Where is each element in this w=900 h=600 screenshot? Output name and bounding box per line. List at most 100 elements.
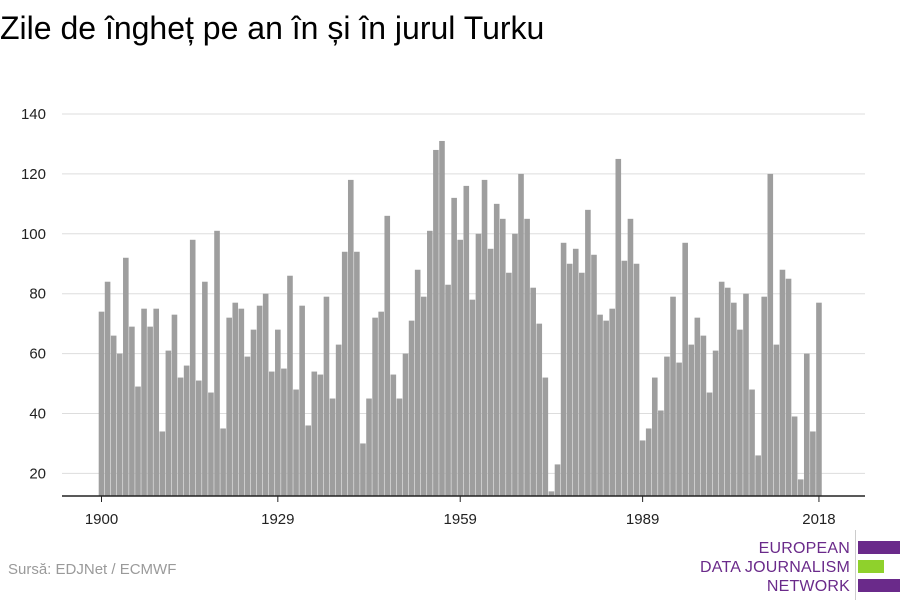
bar-2003 [724, 287, 731, 496]
bar-1945 [372, 317, 378, 496]
x-axis [62, 495, 865, 502]
bar-1915 [189, 239, 196, 497]
bar-1977 [566, 263, 573, 496]
logo-bar-3 [858, 579, 900, 592]
bar-1952 [414, 269, 421, 496]
x-tick-label: 1959 [444, 511, 477, 528]
bar-1908 [147, 326, 153, 496]
bar-1916 [195, 380, 202, 496]
x-axis-labels: 1900 1929 1959 1989 2018 [85, 511, 836, 528]
bar-1982 [597, 314, 603, 496]
bar-2004 [731, 302, 737, 496]
bar-2012 [779, 269, 786, 496]
bars [98, 140, 822, 497]
chart-title: Zile de îngheț pe an în și în jurul Turk… [0, 10, 545, 46]
bar-1963 [481, 179, 488, 496]
bar-1914 [183, 365, 190, 496]
bar-1942 [354, 251, 360, 496]
bar-1980 [585, 209, 591, 496]
bar-2000 [706, 392, 713, 496]
bar-1975 [554, 464, 561, 496]
bar-1910 [159, 431, 166, 496]
bar-1954 [427, 230, 433, 496]
bar-1912 [171, 314, 178, 496]
bar-1956 [439, 140, 445, 496]
bar-1926 [256, 305, 263, 496]
bar-1931 [287, 275, 293, 496]
bar-1927 [262, 293, 269, 496]
bar-1990 [645, 428, 652, 496]
bar-1957 [445, 284, 451, 496]
bar-2001 [712, 350, 719, 496]
bar-2015 [797, 479, 804, 496]
bar-1925 [250, 329, 257, 496]
bar-1948 [390, 374, 397, 496]
bar-1984 [609, 308, 616, 496]
bar-1995 [676, 362, 682, 496]
bar-1941 [347, 179, 354, 496]
logo-text-line-3: NETWORK [766, 578, 850, 595]
y-tick-label: 100 [21, 226, 46, 243]
y-tick-label: 60 [29, 346, 46, 363]
bar-1983 [603, 320, 609, 496]
logo-bar-2 [858, 560, 884, 573]
bar-1993 [664, 356, 670, 496]
bar-2009 [761, 296, 768, 496]
bar-1969 [518, 173, 524, 496]
y-tick-label: 40 [29, 406, 46, 423]
bar-1994 [670, 296, 676, 496]
bar-1909 [153, 308, 160, 496]
bar-2011 [773, 344, 780, 496]
bar-1921 [226, 317, 232, 496]
bar-1988 [633, 263, 640, 496]
y-tick-label: 20 [29, 465, 46, 482]
bar-1987 [627, 218, 634, 496]
bar-2014 [791, 416, 798, 496]
bar-1998 [694, 317, 701, 496]
bar-1972 [536, 323, 543, 496]
bar-1923 [238, 308, 245, 496]
bar-1962 [475, 233, 482, 497]
bar-1922 [232, 302, 239, 496]
bar-1992 [658, 410, 664, 496]
bar-1902 [110, 335, 117, 496]
bar-1918 [208, 392, 214, 496]
bar-1913 [177, 377, 184, 496]
bar-1953 [420, 296, 427, 496]
bar-2018 [816, 302, 822, 496]
y-tick-label: 140 [21, 106, 46, 123]
bar-1976 [560, 242, 567, 496]
bar-2010 [767, 173, 774, 496]
logo-divider [855, 530, 856, 600]
bar-1943 [360, 443, 366, 496]
bar-1947 [384, 215, 391, 496]
bar-1928 [268, 371, 275, 496]
bar-1981 [591, 254, 597, 496]
bar-1971 [530, 287, 536, 496]
bar-2005 [737, 329, 743, 496]
bar-1911 [165, 350, 172, 496]
bar-2017 [810, 431, 816, 496]
x-tick-label: 2018 [802, 511, 835, 528]
bar-1991 [651, 377, 658, 496]
bar-2002 [718, 281, 725, 496]
bar-1967 [506, 272, 512, 496]
bar-1900 [98, 311, 105, 496]
bar-1933 [299, 305, 305, 496]
source-note: Sursă: EDJNet / ECMWF [8, 561, 177, 578]
bar-1997 [688, 344, 695, 496]
bar-1951 [408, 320, 415, 496]
bar-1937 [323, 296, 330, 496]
bar-1903 [116, 353, 123, 496]
bar-1989 [639, 440, 646, 496]
bar-1935 [311, 371, 318, 496]
bar-1920 [220, 428, 226, 496]
bar-1964 [487, 248, 494, 496]
bar-1940 [341, 251, 348, 496]
bar-1929 [275, 329, 281, 496]
bar-1907 [141, 308, 147, 496]
bar-2006 [743, 293, 749, 496]
bar-1939 [335, 344, 342, 496]
bar-1966 [499, 218, 506, 496]
